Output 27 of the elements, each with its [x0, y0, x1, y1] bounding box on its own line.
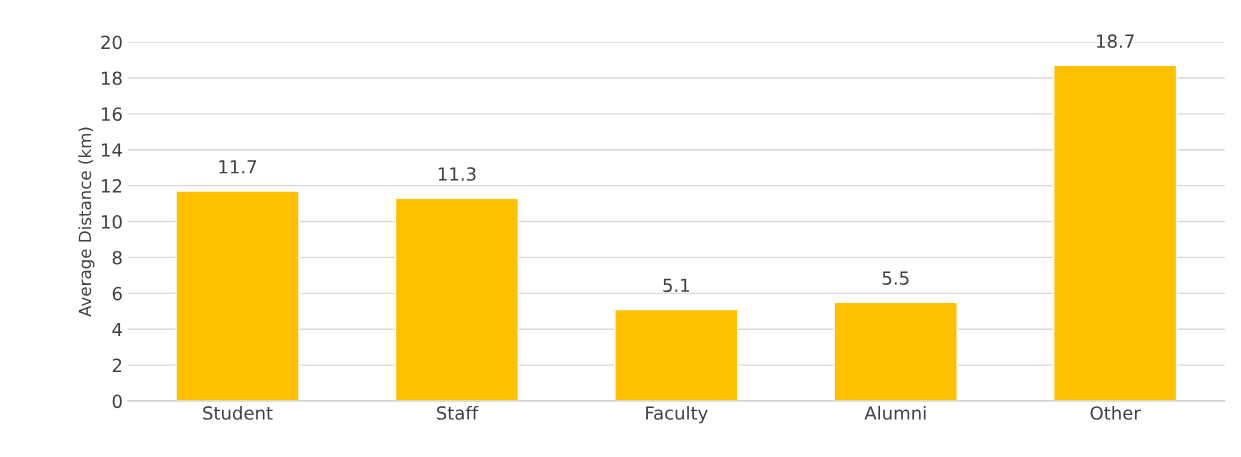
y-tick-label: 2	[112, 358, 122, 372]
x-tick-label: Faculty	[646, 405, 708, 424]
y-tick-label: 4	[112, 322, 122, 337]
data-label: 5.5	[882, 271, 909, 285]
x-tick-label: Other	[1090, 405, 1141, 420]
bar	[1053, 64, 1178, 402]
y-axis-title: Average Distance (km)	[78, 127, 95, 317]
y-tick-label: 8	[112, 250, 122, 265]
y-tick-label: 14	[101, 143, 122, 157]
bar	[833, 301, 958, 402]
bar	[394, 197, 520, 402]
y-tick-label: 6	[112, 286, 122, 301]
y-tick-label: 12	[101, 179, 122, 193]
data-label: 18.7	[1097, 34, 1134, 48]
x-tick-label: Student	[203, 405, 273, 420]
y-tick-label: 20	[101, 35, 122, 50]
y-tick-label: 0	[112, 394, 122, 409]
x-tick-label: Staff	[436, 405, 479, 420]
data-label: 11.7	[219, 160, 257, 174]
y-tick-label: 10	[101, 214, 122, 229]
data-label: 11.3	[438, 167, 476, 181]
data-label: 5.1	[663, 278, 690, 293]
bar	[175, 190, 300, 402]
y-tick-label: 16	[101, 107, 122, 121]
y-tick-label: 18	[101, 71, 122, 86]
bar	[614, 308, 739, 402]
x-tick-label: Alumni	[864, 405, 926, 420]
